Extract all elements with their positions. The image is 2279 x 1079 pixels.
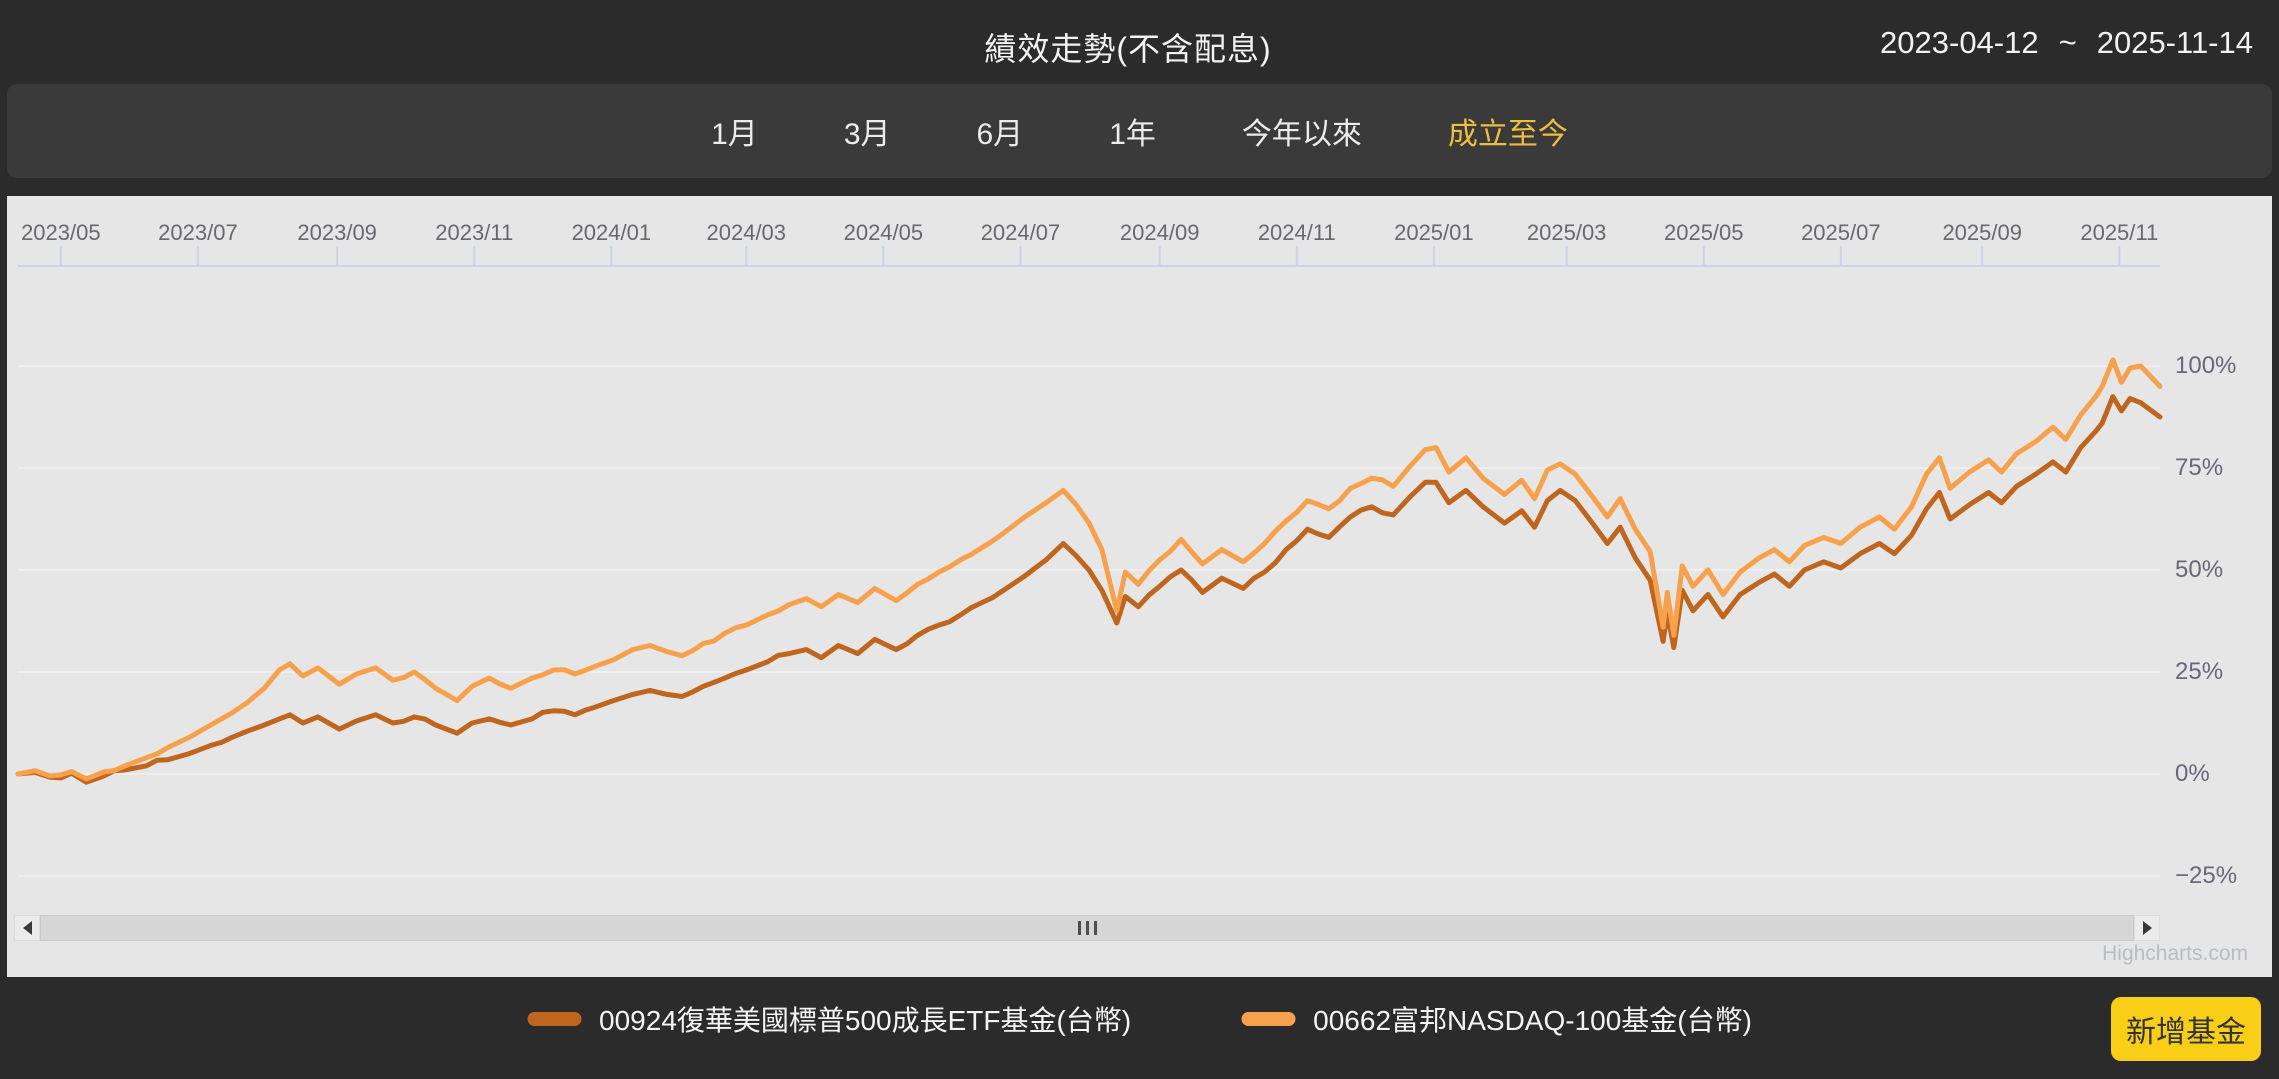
- legend-label: 00662富邦NASDAQ-100基金(台幣): [1313, 1005, 1752, 1036]
- scrollbar-grip-icon: [1085, 921, 1089, 935]
- scrollbar-right-button[interactable]: [2134, 915, 2160, 941]
- legend-item-2[interactable]: 00662富邦NASDAQ-100基金(台幣): [1241, 999, 1752, 1039]
- scrollbar-grip-icon: [1077, 921, 1081, 935]
- x-axis-tick-label: 2025/09: [1942, 220, 2022, 245]
- x-axis-tick-label: 2024/01: [571, 220, 652, 245]
- performance-chart: 2023/05 2023/07 2023/09 2023/11 2024/01 2024/…: [7, 196, 2272, 977]
- chart-legend: 00924復華美國標普500成長ETF基金(台幣) 00662富邦NASDAQ-1…: [527, 999, 1752, 1039]
- scrollbar-grip-icon: [1093, 921, 1097, 935]
- date-end: 2025-11-14: [2096, 25, 2253, 60]
- x-axis-tick-label: 2025/07: [1801, 220, 1881, 245]
- y-axis-tick-label: 0%: [2175, 760, 2210, 787]
- x-axis-tick-label: 2024/11: [1257, 220, 1336, 245]
- period-tab-5[interactable]: 今年以來: [1241, 118, 1362, 151]
- chart-plot-area[interactable]: [7, 196, 2272, 977]
- y-axis-tick-label: −25%: [2175, 862, 2238, 889]
- x-axis-tick-label: 2025/03: [1526, 220, 1607, 245]
- period-tab-3[interactable]: 6月: [976, 118, 1024, 151]
- x-axis-tick-label: 2025/05: [1663, 220, 1744, 245]
- legend-label: 00924復華美國標普500成長ETF基金(台幣): [599, 1005, 1132, 1036]
- x-axis-tick-label: 2024/03: [706, 220, 787, 245]
- date-separator: ~: [2058, 25, 2077, 60]
- period-tab-bar: 1月 3月 6月 1年 今年以來 成立至今: [7, 84, 2272, 178]
- x-axis-labels: 2023/05 2023/07 2023/09 2023/11 2024/01 2024/…: [7, 196, 2272, 266]
- legend-marker-icon: [527, 1012, 582, 1026]
- y-axis-tick-label: 50%: [2175, 556, 2224, 583]
- x-axis-tick-label: 2023/11: [435, 220, 514, 245]
- x-axis-tick-label: 2024/05: [843, 220, 924, 245]
- date-range: 2023-04-12 ~2025-11-14: [1870, 25, 2263, 61]
- period-tab-4[interactable]: 1年: [1109, 118, 1156, 151]
- x-axis-tick-label: 2024/07: [980, 220, 1061, 245]
- legend-marker-icon: [1241, 1012, 1296, 1026]
- page-title: 績效走勢(不含配息): [984, 31, 1272, 67]
- title-bar: 績效走勢(不含配息) 2023-04-12 ~2025-11-14: [0, 0, 2279, 84]
- scrollbar-thumb[interactable]: [40, 915, 2134, 941]
- x-axis-tick-label: 2023/09: [297, 220, 377, 245]
- legend-item-1[interactable]: 00924復華美國標普500成長ETF基金(台幣): [527, 999, 1131, 1039]
- scrollbar-left-button[interactable]: [14, 915, 40, 941]
- x-axis-tick-label: 2023/05: [21, 220, 101, 245]
- x-axis-tick-label: 2023/07: [158, 220, 238, 245]
- date-start: 2023-04-12: [1880, 25, 2039, 60]
- scrollbar-left-arrow-icon: [22, 921, 32, 935]
- y-axis-tick-label: 75%: [2175, 454, 2224, 481]
- y-axis-tick-label: 25%: [2175, 658, 2224, 685]
- period-tab-6[interactable]: 成立至今: [1447, 118, 1568, 151]
- period-tab-1[interactable]: 1月: [711, 118, 758, 151]
- highcharts-credit-link[interactable]: Highcharts.com: [2102, 942, 2248, 965]
- period-tab-2[interactable]: 3月: [843, 118, 891, 151]
- y-axis-tick-label: 100%: [2175, 352, 2237, 379]
- scrollbar-right-arrow-icon: [2142, 921, 2152, 935]
- x-axis-tick-label: 2025/01: [1394, 220, 1474, 245]
- add-fund-button[interactable]: 新增基金: [2111, 997, 2261, 1061]
- x-axis-tick-label: 2025/11: [2080, 220, 2159, 245]
- x-axis-tick-label: 2024/09: [1119, 220, 1200, 245]
